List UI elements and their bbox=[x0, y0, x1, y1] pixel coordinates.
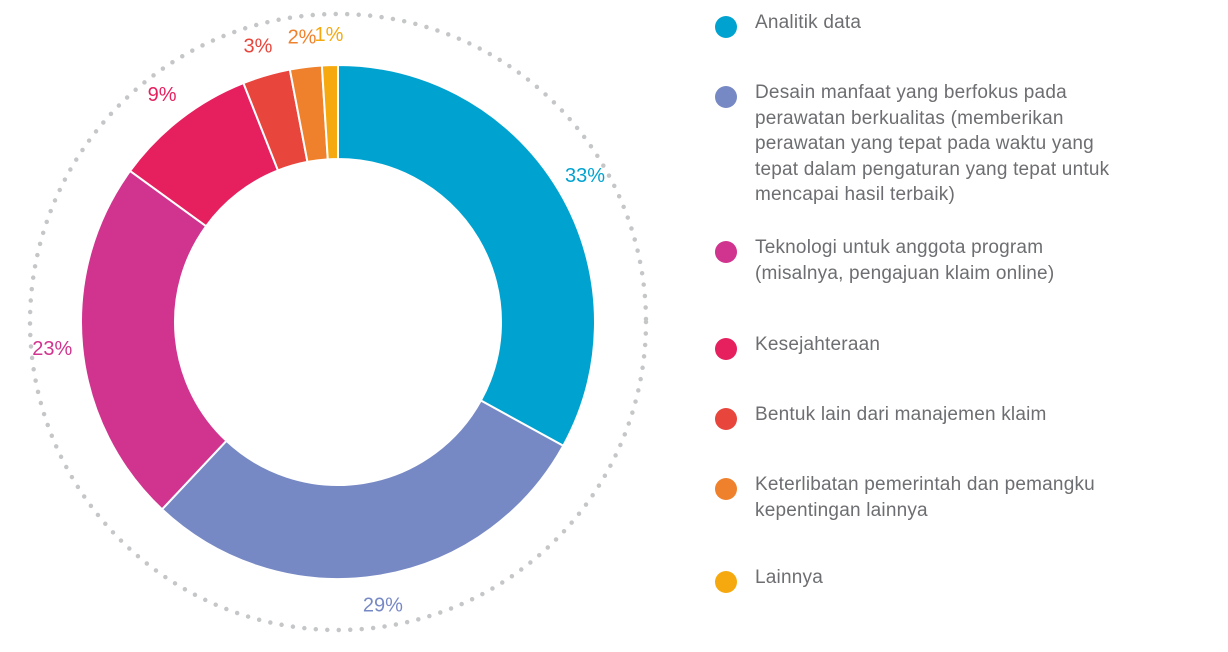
legend-label: Lainnya bbox=[755, 567, 823, 588]
legend-item: Analitik data bbox=[713, 10, 1183, 38]
percentage-labels: 33% 29% 23% 9% 3% 2%1% bbox=[32, 24, 605, 616]
legend-item: Teknologi untuk anggota program (misalny… bbox=[713, 235, 1133, 286]
legend-label: Keterlibatan pemerintah dan pemangku kep… bbox=[755, 474, 1095, 521]
legend-swatch-icon bbox=[715, 86, 737, 108]
slice-label-6: 2% bbox=[288, 26, 317, 48]
chart-legend: Analitik data Desain manfaat yang berfoku… bbox=[713, 0, 1213, 652]
slice-label-5: 3% bbox=[243, 35, 272, 57]
slice-7 bbox=[320, 64, 339, 161]
slice-label-1: 33% bbox=[565, 165, 605, 187]
donut-chart: 33% 29% 23% 9% 3% 2%1% bbox=[27, 11, 649, 633]
slice-3 bbox=[80, 169, 228, 511]
legend-item: Lainnya bbox=[713, 565, 1183, 593]
legend-swatch-icon bbox=[715, 16, 737, 38]
slice-label-4: 9% bbox=[148, 84, 177, 106]
slice-label-7: 1% bbox=[315, 24, 344, 46]
legend-swatch-icon bbox=[715, 338, 737, 360]
legend-swatch-icon bbox=[715, 241, 737, 263]
legend-label: Bentuk lain dari manajemen klaim bbox=[755, 404, 1047, 425]
dotted-outer-ring bbox=[27, 11, 649, 633]
legend-item: Keterlibatan pemerintah dan pemangku kep… bbox=[713, 472, 1133, 523]
slice-2 bbox=[161, 399, 565, 580]
legend-label: Desain manfaat yang berfokus pada perawa… bbox=[755, 82, 1110, 205]
slice-label-3: 23% bbox=[32, 338, 72, 360]
legend-label: Teknologi untuk anggota program (misalny… bbox=[755, 237, 1055, 284]
donut-slices bbox=[80, 64, 596, 580]
legend-item: Kesejahteraan bbox=[713, 332, 1183, 360]
legend-item: Bentuk lain dari manajemen klaim bbox=[713, 402, 1183, 430]
legend-label: Analitik data bbox=[755, 12, 862, 33]
legend-item: Desain manfaat yang berfokus pada perawa… bbox=[713, 80, 1133, 208]
legend-swatch-icon bbox=[715, 478, 737, 500]
legend-swatch-icon bbox=[715, 571, 737, 593]
slice-1 bbox=[337, 64, 596, 447]
legend-label: Kesejahteraan bbox=[755, 334, 881, 355]
legend-swatch-icon bbox=[715, 408, 737, 430]
slice-label-2: 29% bbox=[363, 594, 403, 616]
